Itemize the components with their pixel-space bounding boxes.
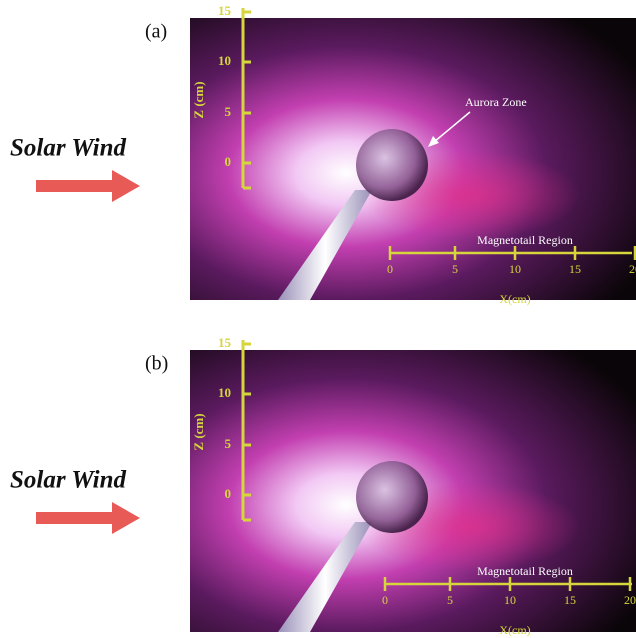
x-tick-label: 20: [624, 593, 636, 607]
z-tick-label: 10: [218, 385, 231, 400]
x-tick-label: 15: [569, 262, 581, 276]
z-tick-label: 15: [218, 3, 232, 18]
z-tick-label: 0: [225, 154, 232, 169]
z-axis-label: Z (cm): [191, 413, 206, 450]
photo: [190, 18, 636, 300]
z-tick-label: 15: [218, 335, 232, 350]
solar-wind-arrow: [36, 502, 140, 534]
figure: (a) Solar Wind 0 5 10 15 Z (cm) 0 5 10 15 20 Magneto…: [0, 0, 636, 638]
x-tick-label: 10: [509, 262, 521, 276]
z-tick-label: 0: [225, 486, 232, 501]
z-axis-label: Z (cm): [191, 81, 206, 118]
z-tick-label: 5: [225, 104, 232, 119]
panel-label: (b): [145, 353, 168, 375]
panel-label: (a): [145, 21, 167, 43]
x-tick-label: 5: [447, 593, 453, 607]
x-tick-label: 15: [564, 593, 576, 607]
x-tick-label: 10: [504, 593, 516, 607]
x-tick-label: 0: [387, 262, 393, 276]
z-tick-label: 10: [218, 53, 231, 68]
solar-wind-label: Solar Wind: [10, 467, 127, 494]
x-axis-title: Magnetotail Region: [477, 564, 573, 578]
panel: (b) Solar Wind 0 5 10 15 Z (cm) 0 5 10 15 20 Magneto…: [10, 335, 636, 637]
x-axis-title: Magnetotail Region: [477, 233, 573, 247]
x-axis-label: X(cm): [499, 292, 530, 306]
solar-wind-label: Solar Wind: [10, 135, 127, 162]
x-tick-label: 5: [452, 262, 458, 276]
x-axis-label: X(cm): [499, 623, 530, 637]
z-tick-label: 5: [225, 436, 232, 451]
solar-wind-arrow: [36, 170, 140, 202]
sphere: [356, 461, 428, 533]
panel: (a) Solar Wind 0 5 10 15 Z (cm) 0 5 10 15 20 Magneto…: [10, 3, 636, 306]
annotation: Aurora Zone: [465, 95, 527, 109]
x-tick-label: 0: [382, 593, 388, 607]
sphere: [356, 129, 428, 201]
x-tick-label: 20: [629, 262, 636, 276]
